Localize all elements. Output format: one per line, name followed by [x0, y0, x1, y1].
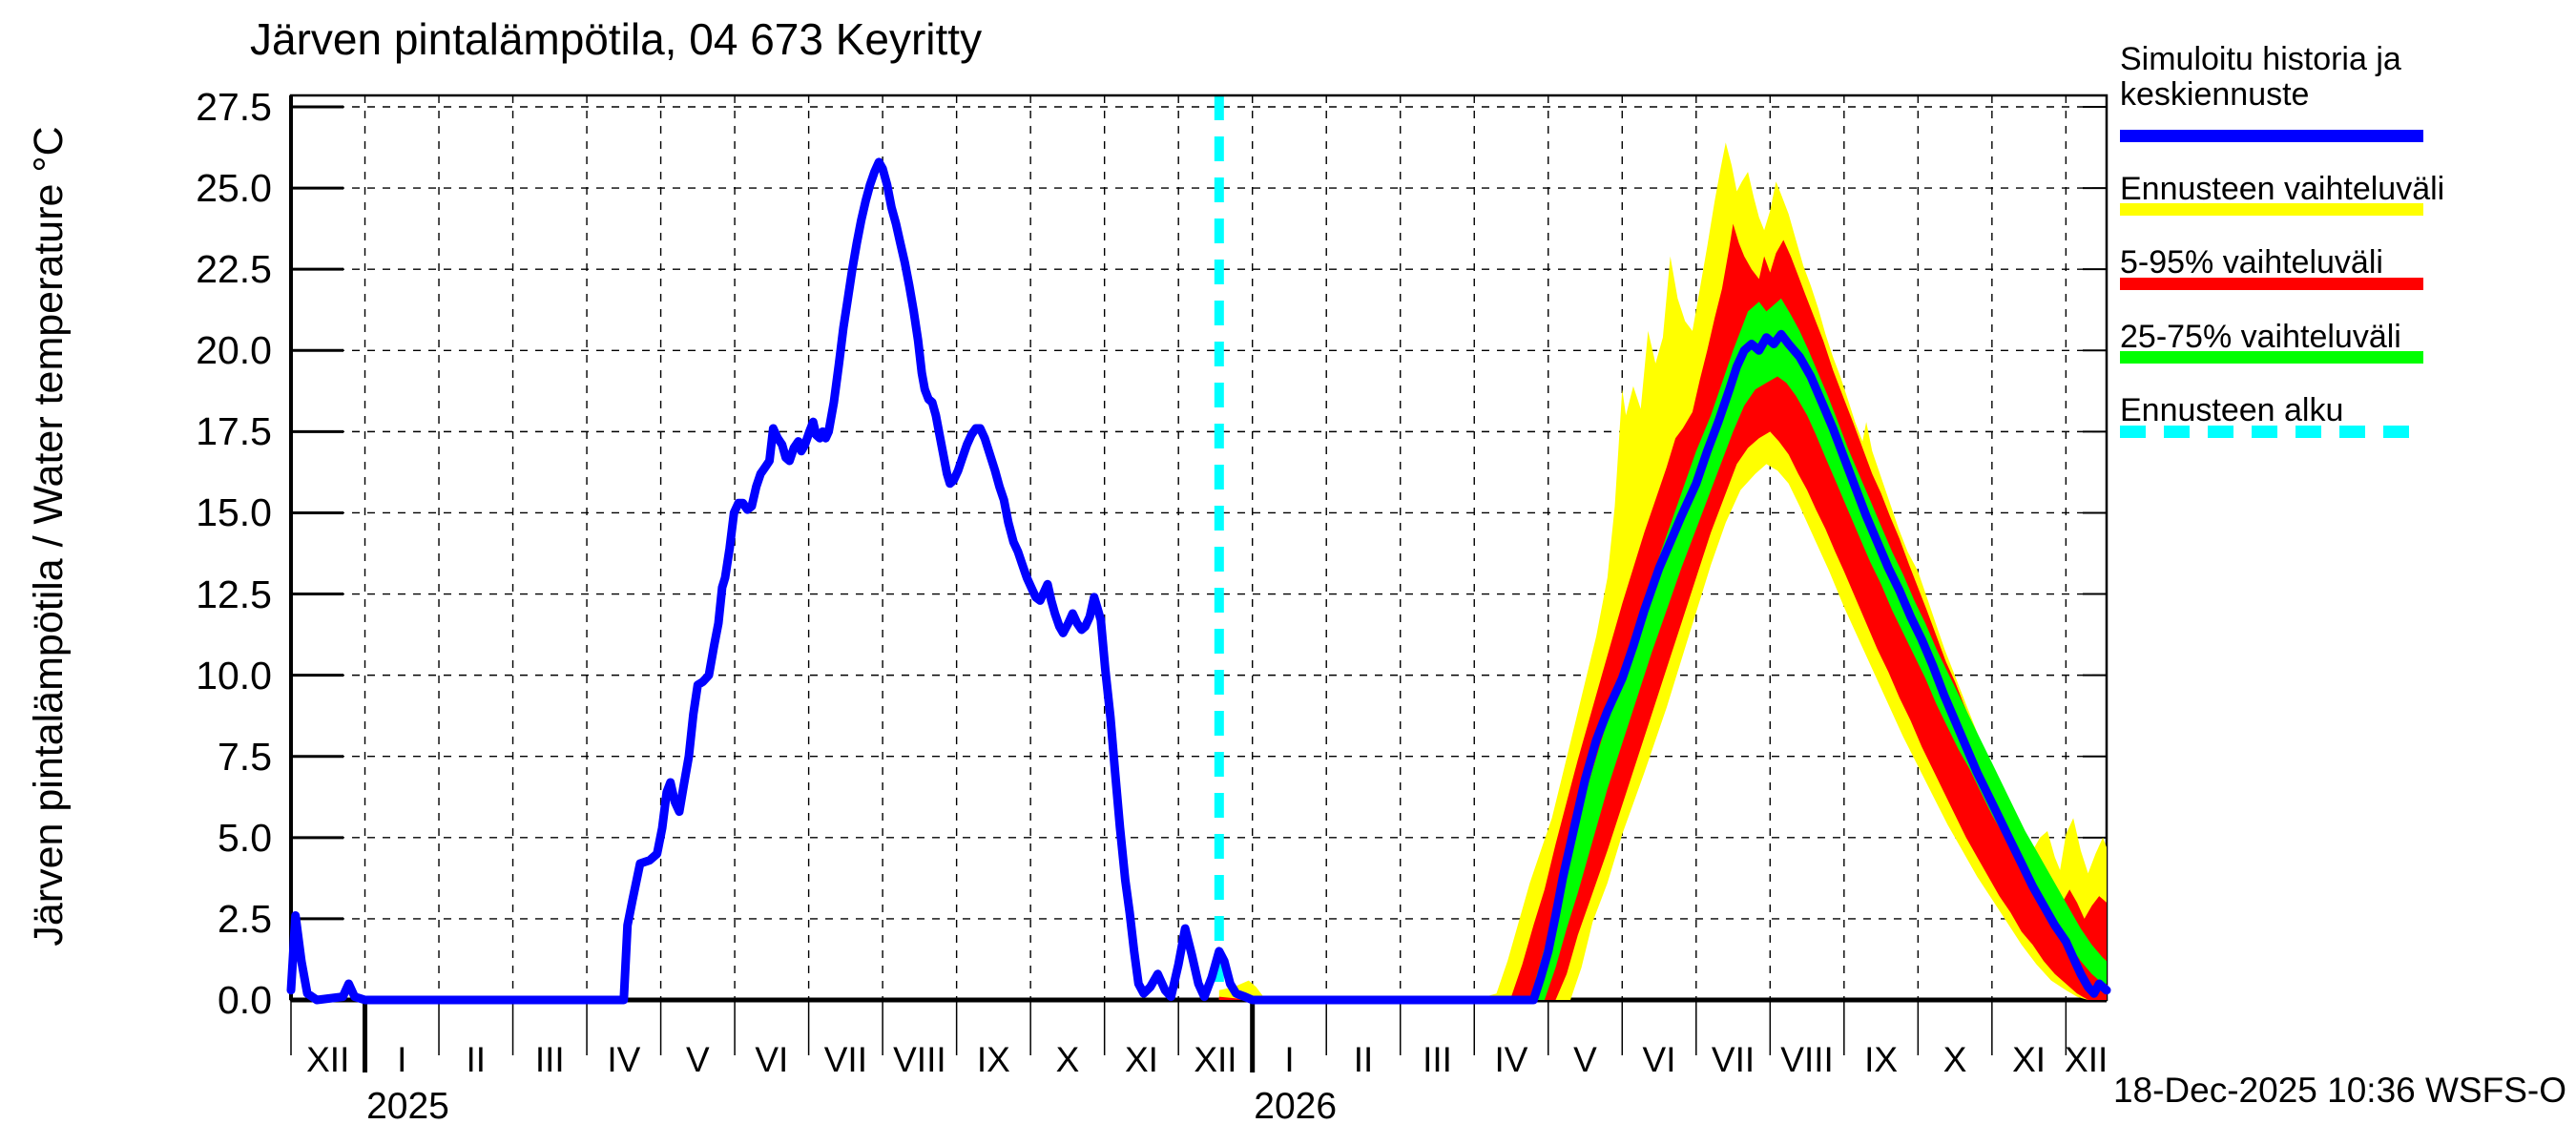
x-tick-label-month: V: [685, 1040, 710, 1079]
y-tick-label: 27.5: [196, 85, 272, 129]
y-tick-label: 2.5: [218, 896, 272, 941]
x-tick-label-month: X: [1942, 1040, 1967, 1079]
legend-swatch-forecast-start-line: [2120, 426, 2423, 438]
legend-label-5-95: 5-95% vaihteluväli: [2120, 244, 2383, 281]
x-tick-label-month: I: [1284, 1040, 1295, 1079]
x-tick-label-month: VII: [823, 1040, 867, 1079]
x-tick-label-month: III: [534, 1040, 565, 1079]
x-tick-label-month: VIII: [1780, 1040, 1834, 1079]
x-tick-label-month: X: [1055, 1040, 1080, 1079]
legend-label-25-75: 25-75% vaihteluväli: [2120, 319, 2401, 355]
x-tick-label-month: VI: [755, 1040, 789, 1079]
legend-label-forecast-start: Ennusteen alku: [2120, 392, 2344, 428]
legend-label-forecast-range: Ennusteen vaihteluväli: [2120, 171, 2445, 207]
x-tick-label-month: II: [1353, 1040, 1374, 1079]
y-tick-label: 20.0: [196, 328, 272, 373]
x-tick-label-month: XII: [306, 1040, 350, 1079]
x-tick-label-year: 2026: [1254, 1086, 1338, 1127]
legend-swatch-25-75-band: [2120, 351, 2423, 364]
x-tick-label-month: IX: [976, 1040, 1010, 1079]
y-tick-label: 15.0: [196, 490, 272, 535]
legend-swatch-history-line: [2120, 130, 2423, 142]
x-tick-label-month: XII: [2065, 1040, 2109, 1079]
x-tick-label-month: II: [466, 1040, 487, 1079]
y-tick-label: 22.5: [196, 247, 272, 292]
y-tick-label: 17.5: [196, 409, 272, 454]
x-tick-label-month: VI: [1642, 1040, 1676, 1079]
y-tick-label: 7.5: [218, 734, 272, 779]
chart-title: Järven pintalämpötila, 04 673 Keyritty: [250, 14, 983, 64]
y-tick-label: 25.0: [196, 166, 272, 211]
timestamp: 18-Dec-2025 10:36 WSFS-O: [2112, 1071, 2566, 1110]
x-tick-label-month: IX: [1864, 1040, 1899, 1079]
x-tick-label-month: XI: [1124, 1040, 1158, 1079]
x-tick-label-month: VII: [1711, 1040, 1755, 1079]
y-tick-label: 12.5: [196, 572, 272, 616]
x-tick-label-year: 2025: [366, 1086, 449, 1127]
x-tick-label-month: VIII: [893, 1040, 946, 1079]
x-tick-label-month: XII: [1194, 1040, 1237, 1079]
legend-swatch-5-95-band: [2120, 278, 2423, 290]
x-tick-label-month: XI: [2012, 1040, 2046, 1079]
legend-label-history: Simuloitu historia ja keskiennuste: [2120, 41, 2401, 113]
x-tick-label-month: III: [1423, 1040, 1452, 1079]
x-tick-label-month: IV: [607, 1040, 641, 1079]
x-tick-label-month: I: [397, 1040, 407, 1079]
x-tick-label-month: IV: [1494, 1040, 1528, 1079]
y-tick-label: 10.0: [196, 653, 272, 697]
legend-swatch-minmax-band: [2120, 203, 2423, 216]
x-tick-label-month: V: [1573, 1040, 1597, 1079]
y-tick-label: 0.0: [218, 978, 272, 1022]
y-tick-label: 5.0: [218, 815, 272, 860]
